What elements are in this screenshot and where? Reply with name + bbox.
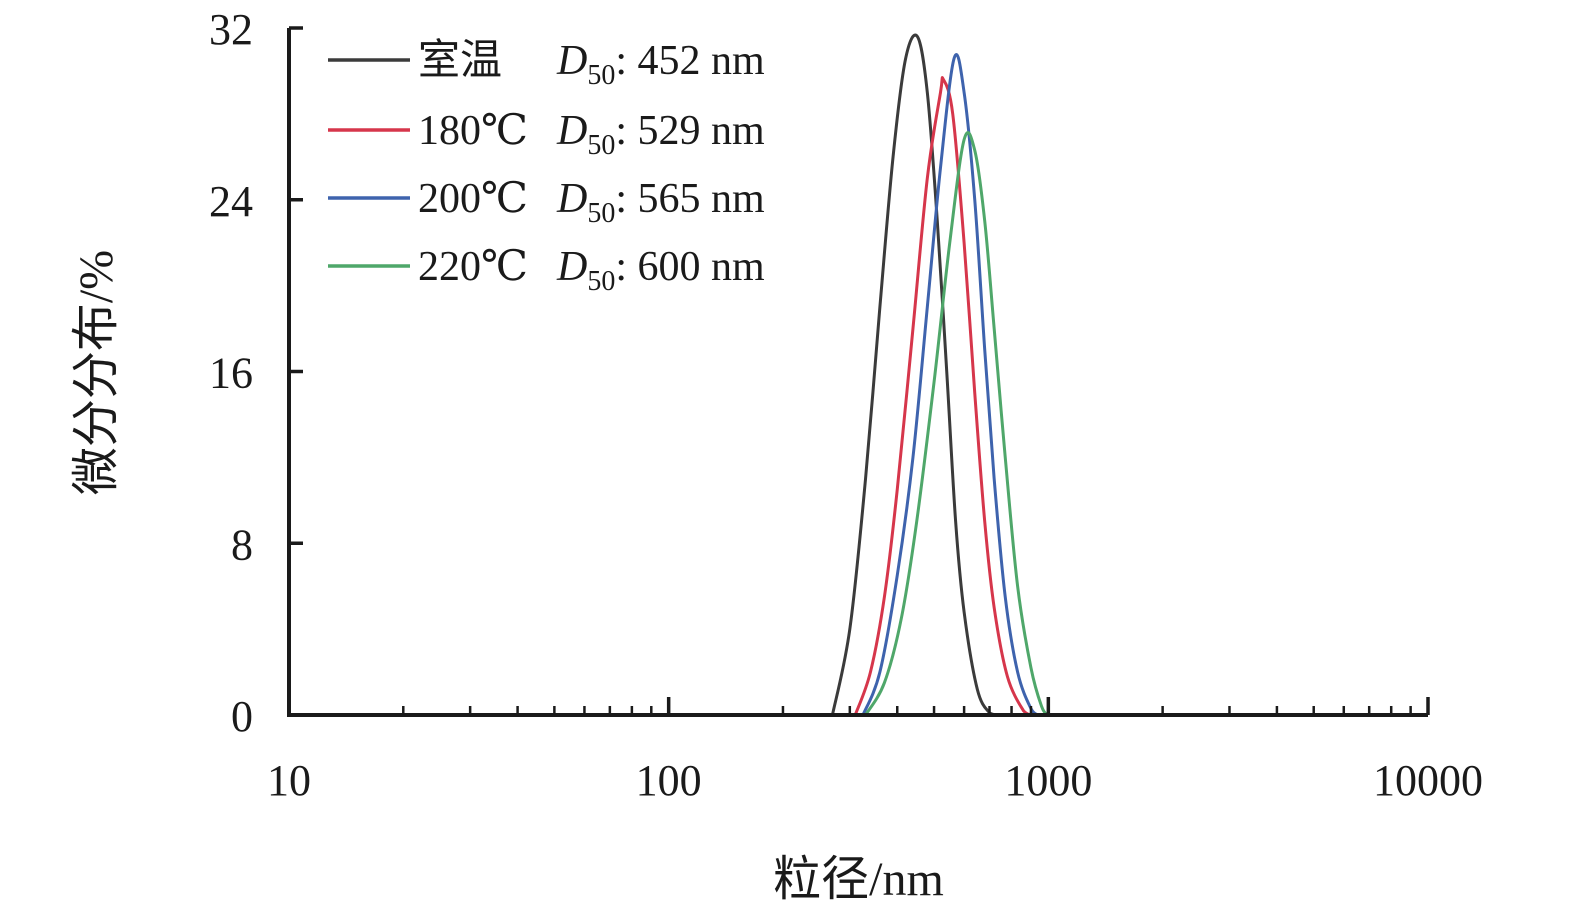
legend-item: 室温 D50: 452 nm [328, 37, 765, 91]
x-ticks: 10 100 1000 10000 [267, 697, 1483, 805]
legend-d-subscript: 50 [587, 198, 615, 229]
legend-label: 200℃ D50: 565 nm [418, 176, 765, 229]
legend-label: 220℃ D50: 600 nm [418, 244, 765, 297]
y-tick-label: 0 [231, 692, 253, 741]
series-line-4 [864, 131, 1050, 717]
y-tick-label: 8 [231, 520, 253, 569]
legend-d-symbol: D [556, 176, 587, 222]
x-tick-label: 100 [636, 756, 702, 805]
legend-series-name: 室温 [418, 37, 502, 84]
y-tick-label: 24 [209, 177, 253, 226]
legend-label: 180℃ D50: 529 nm [418, 108, 765, 161]
legend-d-subscript: 50 [587, 266, 615, 297]
legend-d50-value: : 565 nm [615, 176, 765, 222]
y-tick-label: 32 [209, 5, 253, 54]
y-ticks: 0 8 16 24 32 [209, 5, 303, 741]
legend-series-name: 180℃ [418, 108, 528, 154]
series-line-1 [830, 33, 1000, 717]
x-tick-label: 1000 [1004, 756, 1092, 805]
legend-d-symbol: D [556, 38, 587, 84]
y-axis-title: 微分分布/% [70, 250, 123, 495]
legend-d-symbol: D [556, 108, 587, 154]
legend-d-subscript: 50 [587, 60, 615, 91]
x-tick-label: 10000 [1373, 756, 1483, 805]
legend-d-symbol: D [556, 244, 587, 290]
legend-label: 室温 D50: 452 nm [418, 37, 765, 91]
legend-d50-value: : 600 nm [615, 244, 765, 290]
legend-item: 200℃ D50: 565 nm [328, 176, 765, 229]
curves [830, 33, 1050, 717]
series-line-3 [861, 53, 1040, 717]
legend-d50-value: : 529 nm [615, 108, 765, 154]
legend-d-subscript: 50 [587, 130, 615, 161]
legend-d50-value: : 452 nm [615, 38, 765, 84]
legend-item: 220℃ D50: 600 nm [328, 244, 765, 297]
x-tick-label: 10 [267, 756, 311, 805]
x-axis-title: 粒径/nm [773, 853, 944, 906]
series-line-2 [853, 76, 1033, 717]
y-tick-label: 16 [209, 349, 253, 398]
legend-series-name: 220℃ [418, 244, 528, 290]
legend-item: 180℃ D50: 529 nm [328, 108, 765, 161]
legend-series-name: 200℃ [418, 176, 528, 222]
